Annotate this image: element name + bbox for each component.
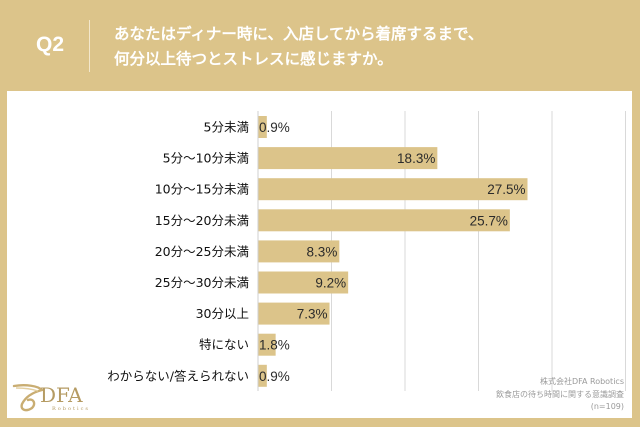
bar <box>258 271 349 294</box>
logo-subtitle: Robotics <box>52 406 90 412</box>
value-label: 7.3% <box>297 307 328 322</box>
bar <box>258 147 438 170</box>
value-label: 8.3% <box>307 244 338 259</box>
bar <box>258 302 330 325</box>
bar <box>258 209 510 232</box>
question-number: Q2 <box>35 33 64 56</box>
value-label: 25.7% <box>470 213 508 228</box>
value-label: 9.2% <box>315 276 346 291</box>
category-label: 30分以上 <box>196 306 249 321</box>
category-label: 特にない <box>199 337 249 352</box>
category-label: 5分未満 <box>204 120 249 135</box>
value-label: 27.5% <box>487 182 525 197</box>
value-label: 1.8% <box>259 338 290 353</box>
bar <box>258 116 267 138</box>
source-footer: 株式会社DFA Robotics 飲食店の待ち時間に関する意識調査 (n=109… <box>496 376 624 414</box>
category-label: わからない/答えられない <box>107 368 249 383</box>
value-label: 18.3% <box>397 151 435 166</box>
bar <box>258 240 340 263</box>
footer-survey: 飲食店の待ち時間に関する意識調査 <box>496 389 624 399</box>
value-label: 0.9% <box>259 120 290 135</box>
category-label: 5分～10分未満 <box>163 151 249 166</box>
logo-mark-icon <box>12 384 45 412</box>
bar <box>258 178 528 201</box>
question-line-1: あなたはディナー時に、入店してから着席するまで、 <box>114 25 484 43</box>
logo-name: DFA <box>40 383 83 407</box>
bar <box>258 364 267 387</box>
header: Q2 あなたはディナー時に、入店してから着席するまで、 何分以上待つとストレスに… <box>0 0 640 91</box>
footer-sample: (n=109) <box>590 402 624 411</box>
category-label: 25分～30分未満 <box>155 275 249 290</box>
category-label: 15分～20分未満 <box>155 213 249 228</box>
value-label: 0.9% <box>259 369 290 384</box>
category-label: 20分～25分未満 <box>155 244 249 259</box>
question-text: あなたはディナー時に、入店してから着席するまで、 何分以上待つとストレスに感じま… <box>114 22 614 72</box>
bar <box>258 333 276 356</box>
dfa-logo <box>12 380 102 416</box>
header-separator <box>89 20 90 72</box>
footer-company: 株式会社DFA Robotics <box>539 377 624 386</box>
category-label: 10分～15分未満 <box>155 182 249 197</box>
question-line-2: 何分以上待つとストレスに感じますか。 <box>114 50 393 68</box>
